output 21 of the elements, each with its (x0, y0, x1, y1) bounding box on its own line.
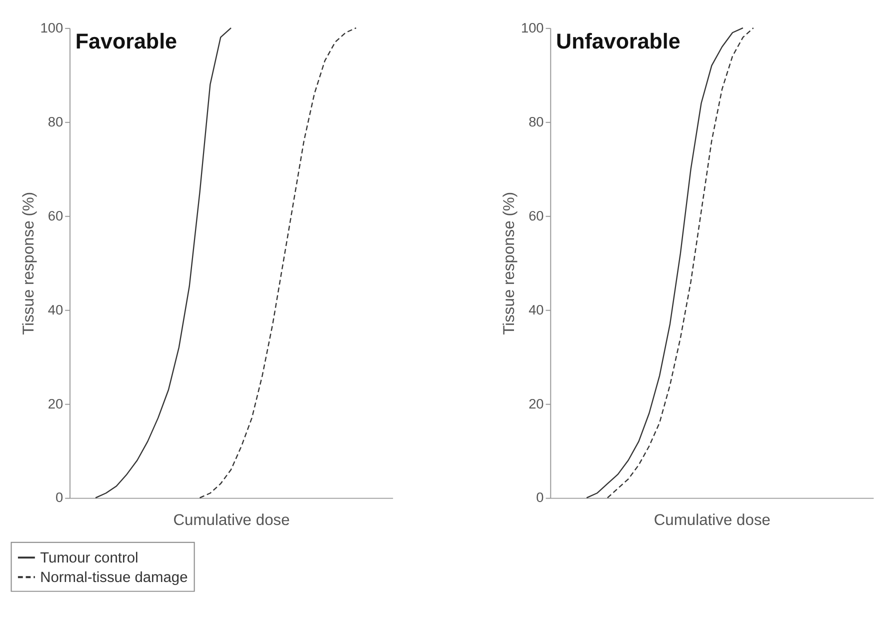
y-tick-label: 0 (536, 490, 544, 506)
y-tick-label: 80 (48, 114, 64, 130)
y-tick-label: 100 (520, 20, 544, 36)
y-tick-label: 60 (528, 208, 544, 224)
y-axis-title: Tissue response (%) (20, 192, 38, 335)
x-axis-title: Cumulative dose (654, 512, 771, 529)
chart-title: Favorable (75, 30, 178, 54)
y-tick-label: 20 (528, 396, 544, 412)
y-tick-label: 60 (48, 208, 64, 224)
y-tick-label: 20 (48, 396, 64, 412)
x-axis-title: Cumulative dose (173, 512, 290, 529)
y-tick-label: 80 (528, 114, 544, 130)
line-series (199, 27, 357, 498)
y-tick-label: 40 (528, 302, 544, 318)
legend-label: Tumour control (40, 550, 138, 566)
y-tick-label: 40 (48, 302, 64, 318)
legend-label: Normal-tissue damage (40, 570, 188, 586)
y-axis-title: Tissue response (%) (501, 192, 518, 335)
y-tick-label: 100 (40, 20, 64, 36)
y-tick-label: 0 (56, 490, 64, 506)
chart-title: Unfavorable (556, 30, 680, 54)
